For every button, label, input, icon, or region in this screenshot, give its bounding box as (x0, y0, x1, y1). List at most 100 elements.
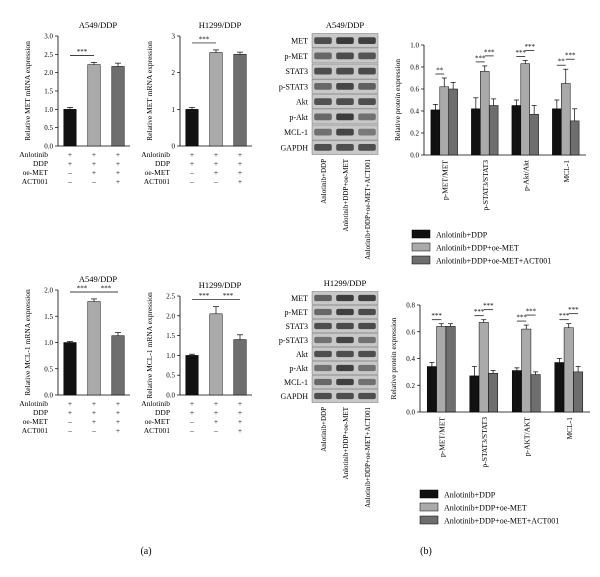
blot-row-label: p-Akt (289, 364, 308, 373)
blot-row-label: p-MET (284, 308, 308, 317)
bar (233, 339, 247, 396)
blot-band (336, 37, 354, 45)
y-tick-label: 0.0 (44, 143, 53, 151)
condition-sign: – (213, 426, 218, 435)
blot-band (336, 392, 354, 400)
y-tick-label: 0.5 (44, 124, 53, 132)
blot-lane-label: Anlotinib+DDP+oe-MET+ACT001 (364, 159, 372, 260)
blot-band (314, 67, 332, 75)
legend-label: Anlotinib+DDP (444, 491, 496, 500)
legend-bottom: Anlotinib+DDP Anlotinib+DDP+oe-MET Anlotin… (419, 489, 559, 526)
condition-sign: – (189, 426, 194, 435)
x-tick-label: p-Akt/Akt (521, 159, 530, 191)
significance-label: *** (77, 285, 88, 293)
condition-sign: – (67, 168, 72, 177)
condition-sign: + (92, 408, 96, 417)
condition-sign: – (91, 177, 96, 186)
condition-label: Anlotinib (141, 399, 170, 408)
y-tick-label: 0.2 (410, 130, 419, 138)
y-tick-label: 1.5 (44, 88, 53, 96)
condition-label: ACT001 (144, 177, 171, 186)
condition-label: ACT001 (22, 426, 49, 435)
blot-row-label: MCL-1 (284, 378, 308, 387)
condition-sign: – (189, 417, 194, 426)
bar (87, 64, 101, 147)
y-tick-label: 0.8 (410, 64, 419, 72)
condition-sign: + (116, 177, 120, 186)
condition-sign: + (92, 159, 96, 168)
significance-label: *** (483, 302, 494, 310)
panel-a-mcl1-a549: A549/DDP Relative MCL-1 mRNA expression 0.… (19, 274, 130, 435)
y-tick-label: 0.0 (406, 409, 415, 417)
blot-band (336, 128, 354, 136)
y-tick-label: 0.5 (166, 372, 175, 380)
y-tick-label: 2.0 (44, 69, 53, 77)
legend-swatch (411, 255, 431, 265)
blot-lane-label: Anlotinib+DDP+oe-MET (342, 158, 350, 231)
blot-band (336, 52, 354, 60)
y-tick-label: 0.0 (44, 392, 53, 400)
significance-label: *** (223, 292, 234, 300)
condition-sign: + (190, 159, 194, 168)
condition-sign: – (213, 177, 218, 186)
bar (573, 371, 584, 413)
blot-band (314, 350, 332, 358)
y-tick-label: 2.5 (166, 293, 175, 301)
blot-row-label: Akt (296, 350, 309, 359)
condition-sign: – (67, 426, 72, 435)
bar (569, 120, 580, 156)
x-tick-label: p-STAT3/STAT3 (480, 417, 489, 468)
condition-sign: – (91, 426, 96, 435)
blot-band (314, 128, 332, 136)
bar (111, 335, 125, 396)
condition-label: oe-MET (23, 168, 49, 177)
legend-label: Anlotinib+DDP+oe-MET+ACT001 (436, 257, 551, 266)
y-tick-label: 3 (172, 33, 176, 41)
blot-band (358, 128, 376, 136)
condition-sign: + (92, 399, 96, 408)
blot-row-label: MET (291, 37, 308, 46)
significance-label: *** (559, 312, 570, 320)
x-tick-label: p-STAT3/STAT3 (481, 160, 490, 211)
y-tick-label: 2.0 (44, 287, 53, 295)
condition-sign: + (116, 417, 120, 426)
panel-label-b: (b) (420, 546, 432, 557)
condition-label: ACT001 (144, 426, 171, 435)
y-axis-label: Relative MCL-1 mRNA expression (145, 292, 154, 399)
x-tick-label: MCL-1 (562, 160, 571, 183)
western-blot-a549: A549/DDP MET p-MET STAT3 p-STAT3 Akt p-Akt MCL-… (279, 20, 379, 260)
significance-label: *** (516, 49, 527, 57)
legend-label: Anlotinib+DDP+oe-MET (436, 244, 519, 253)
condition-sign: – (67, 177, 72, 186)
condition-sign: + (116, 399, 120, 408)
condition-label: DDP (155, 159, 170, 168)
blot-band (336, 322, 354, 330)
blot-band (336, 113, 354, 121)
blot-band (314, 392, 332, 400)
bar (520, 63, 530, 156)
significance-label: *** (199, 35, 210, 43)
significance-label: *** (475, 54, 486, 62)
blot-row-label: STAT3 (286, 67, 308, 76)
bar (563, 327, 574, 413)
condition-sign: – (189, 168, 194, 177)
blot-band (358, 82, 376, 90)
blot-title: A549/DDP (326, 20, 365, 30)
blot-band (358, 336, 376, 344)
condition-sign: + (68, 159, 72, 168)
bar (439, 86, 449, 156)
panel-b-protein-a549: Relative protein expression 0.0 0.2 0.4 0.6 0… (393, 42, 586, 211)
bar (488, 105, 499, 156)
blot-band (358, 143, 376, 151)
blot-band (336, 98, 354, 106)
condition-sign: + (116, 159, 120, 168)
condition-label: DDP (33, 159, 48, 168)
y-tick-label: 0.2 (406, 382, 415, 390)
bar (530, 374, 541, 413)
bar (430, 109, 441, 156)
condition-sign: + (92, 417, 96, 426)
x-tick-label: p-AKT/AKT (522, 417, 531, 457)
bar (469, 375, 480, 413)
legend-label: Anlotinib+DDP+oe-MET+ACT001 (444, 517, 559, 526)
y-axis-label: Relative MCL-1 mRNA expression (23, 289, 32, 396)
